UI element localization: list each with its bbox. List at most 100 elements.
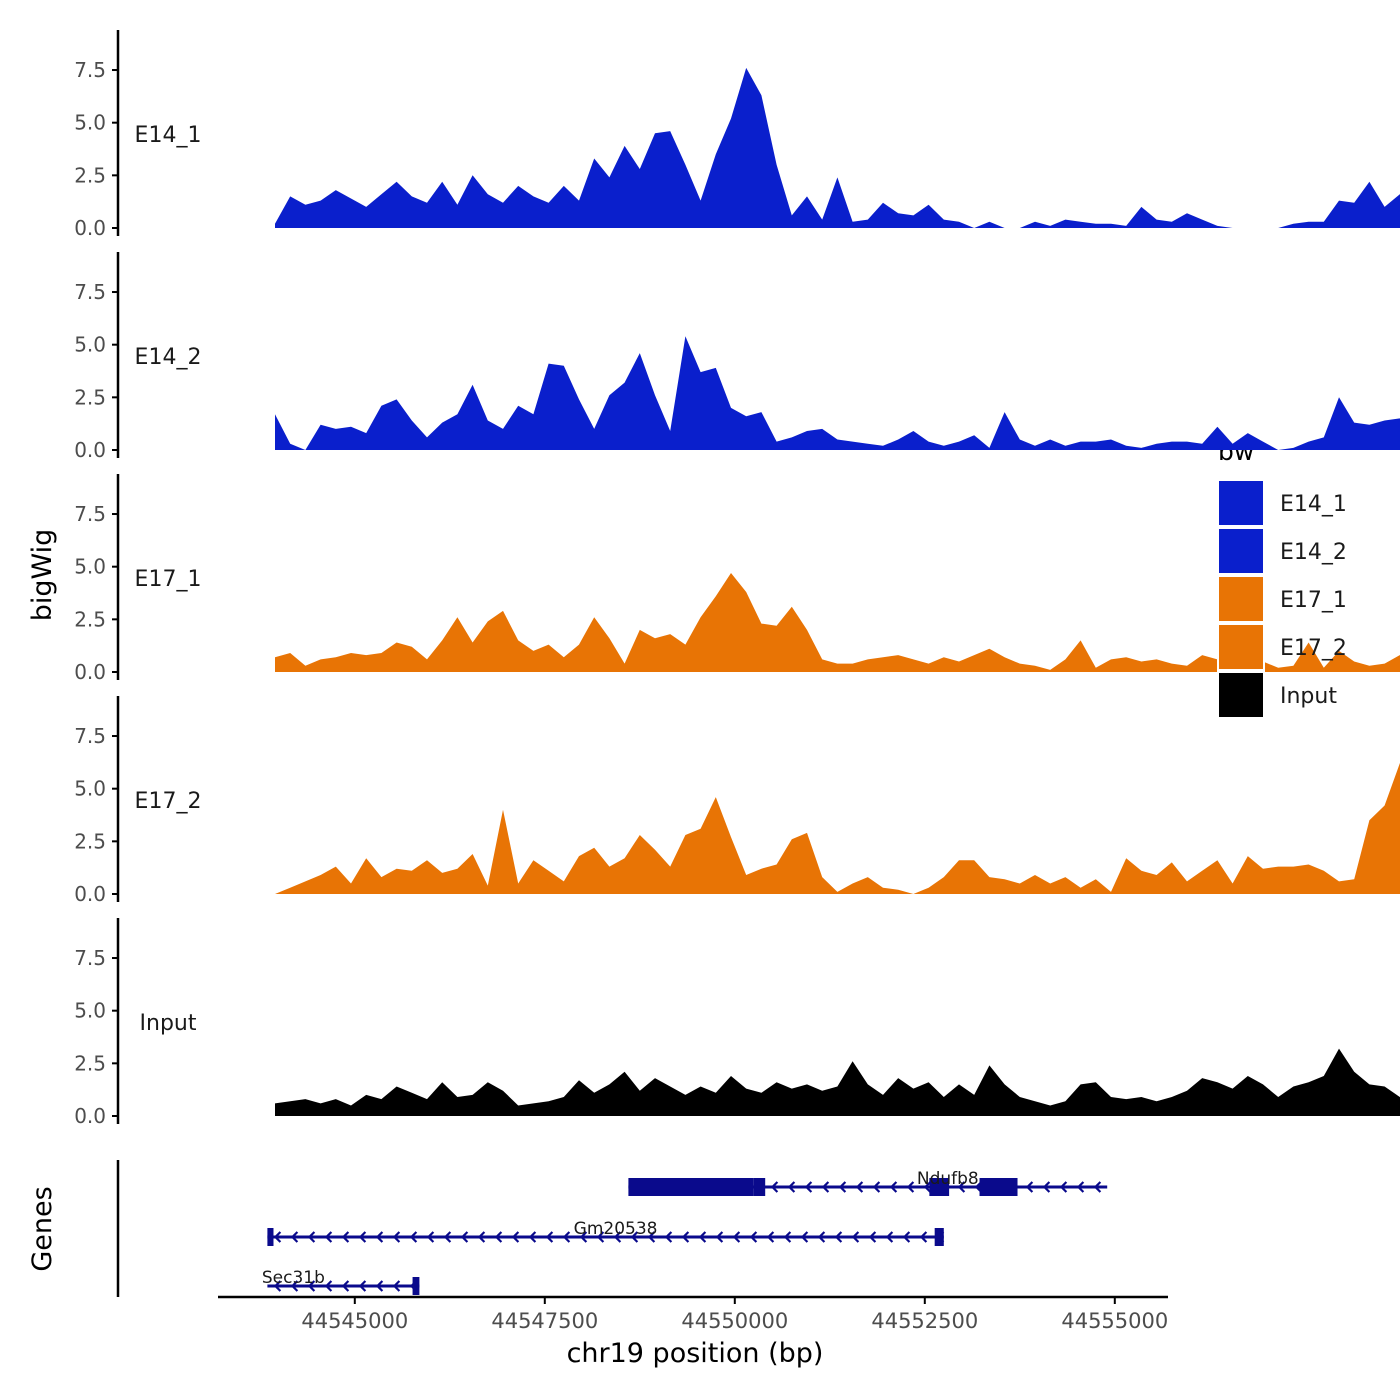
y-tick-label: 0.0 [74, 882, 106, 906]
signal-area-e14_2 [275, 336, 1400, 450]
strand-arrow [375, 1280, 384, 1292]
legend-swatch [1217, 479, 1265, 527]
strand-arrow [1042, 1181, 1051, 1193]
strand-arrow [392, 1280, 401, 1292]
strand-arrow [545, 1231, 554, 1243]
strand-arrow [770, 1181, 779, 1193]
x-tick-label: 44545000 [301, 1309, 408, 1333]
strand-arrow [358, 1231, 367, 1243]
track-e17_1: 0.0 2.5 5.0 7.5 E17_1 [74, 474, 1400, 684]
x-tick-label: 44550000 [681, 1309, 788, 1333]
x-axis: 44545000 44547500 44550000 44552500 44555000 [218, 1295, 1168, 1333]
gene-track: Gm20538 Ndufb8 Sec31b [116, 1160, 1108, 1297]
x-tick-label: 44552500 [871, 1309, 978, 1333]
strand-arrow [732, 1231, 741, 1243]
strand-arrow [698, 1231, 707, 1243]
strand-arrow [855, 1181, 864, 1193]
gene-label: Ndufb8 [917, 1169, 979, 1189]
signal-area-e17_1 [275, 573, 1400, 672]
strand-arrow [851, 1231, 860, 1243]
track-label: Input [140, 1011, 197, 1036]
strand-arrow [341, 1231, 350, 1243]
y-tick-label: 5.0 [74, 777, 106, 801]
strand-arrow [804, 1181, 813, 1193]
strand-arrow [787, 1181, 796, 1193]
y-tick-label: 2.5 [74, 607, 106, 631]
track-label: E14_2 [135, 345, 202, 370]
strand-arrow [307, 1280, 316, 1292]
strand-arrow [392, 1231, 401, 1243]
y-tick-label: 2.5 [74, 829, 106, 853]
strand-arrow [838, 1181, 847, 1193]
strand-arrow [358, 1280, 367, 1292]
x-tick-label: 44547500 [491, 1309, 598, 1333]
strand-arrow [511, 1231, 520, 1243]
exon [412, 1277, 420, 1295]
genes-axis-title: Genes [27, 1186, 58, 1271]
strand-arrow [766, 1231, 775, 1243]
strand-arrow [834, 1231, 843, 1243]
exon [753, 1178, 766, 1196]
y-tick-label: 7.5 [74, 58, 106, 82]
strand-arrow [460, 1231, 469, 1243]
strand-arrow [681, 1231, 690, 1243]
gene-ndufb8: Ndufb8 [628, 1169, 1108, 1196]
legend-swatch [1217, 671, 1265, 719]
legend-label: E17_1 [1280, 588, 1347, 613]
y-tick-label: 2.5 [74, 163, 106, 187]
x-tick-label: 44555000 [1061, 1309, 1168, 1333]
y-tick-label: 5.0 [74, 999, 106, 1023]
strand-arrow [647, 1231, 656, 1243]
strand-arrow [923, 1181, 932, 1193]
strand-arrow [273, 1231, 282, 1243]
strand-arrow [409, 1231, 418, 1243]
strand-arrow [906, 1181, 915, 1193]
legend-label: Input [1280, 684, 1337, 709]
strand-arrow [375, 1231, 384, 1243]
legend-label: E14_2 [1280, 540, 1347, 565]
y-tick-label: 7.5 [74, 724, 106, 748]
strand-arrow [800, 1231, 809, 1243]
strand-arrow [477, 1231, 486, 1243]
strand-arrow [889, 1181, 898, 1193]
legend-label: E14_1 [1280, 492, 1347, 517]
gene-label: Sec31b [262, 1268, 325, 1288]
track-e17_2: 0.0 2.5 5.0 7.5 E17_2 [74, 696, 1400, 906]
strand-arrow [872, 1181, 881, 1193]
gene-gm20538: Gm20538 [267, 1219, 945, 1246]
x-axis-title: chr19 position (bp) [567, 1338, 824, 1369]
y-tick-label: 0.0 [74, 438, 106, 462]
strand-arrow [783, 1231, 792, 1243]
y-tick-label: 5.0 [74, 111, 106, 135]
exon [934, 1228, 944, 1246]
track-e14_1: 0.0 2.5 5.0 7.5 E14_1 [74, 30, 1400, 240]
strand-arrow [664, 1231, 673, 1243]
track-label: E17_2 [135, 789, 202, 814]
track-label: E14_1 [135, 123, 202, 148]
strand-arrow [290, 1231, 299, 1243]
strand-arrow [562, 1231, 571, 1243]
y-tick-label: 7.5 [74, 946, 106, 970]
strand-arrow [1059, 1181, 1068, 1193]
y-tick-label: 7.5 [74, 280, 106, 304]
signal-area-e14_1 [275, 67, 1400, 228]
gene-sec31b: Sec31b [262, 1268, 420, 1295]
track-input: 0.0 2.5 5.0 7.5 Input [74, 918, 1400, 1128]
legend-label: E17_2 [1280, 636, 1347, 661]
y-tick-label: 5.0 [74, 555, 106, 579]
strand-arrow [919, 1231, 928, 1243]
y-tick-label: 2.5 [74, 1051, 106, 1075]
strand-arrow [957, 1181, 966, 1193]
strand-arrow [528, 1231, 537, 1243]
strand-arrow [596, 1231, 605, 1243]
exon [929, 1178, 950, 1196]
strand-arrow [817, 1231, 826, 1243]
y-tick-label: 0.0 [74, 216, 106, 240]
strand-arrow [1076, 1181, 1085, 1193]
strand-arrow [273, 1280, 282, 1292]
exon [628, 1178, 754, 1196]
legend-swatch [1217, 623, 1265, 671]
y-axis-title: bigWig [27, 529, 58, 622]
y-tick-label: 5.0 [74, 333, 106, 357]
